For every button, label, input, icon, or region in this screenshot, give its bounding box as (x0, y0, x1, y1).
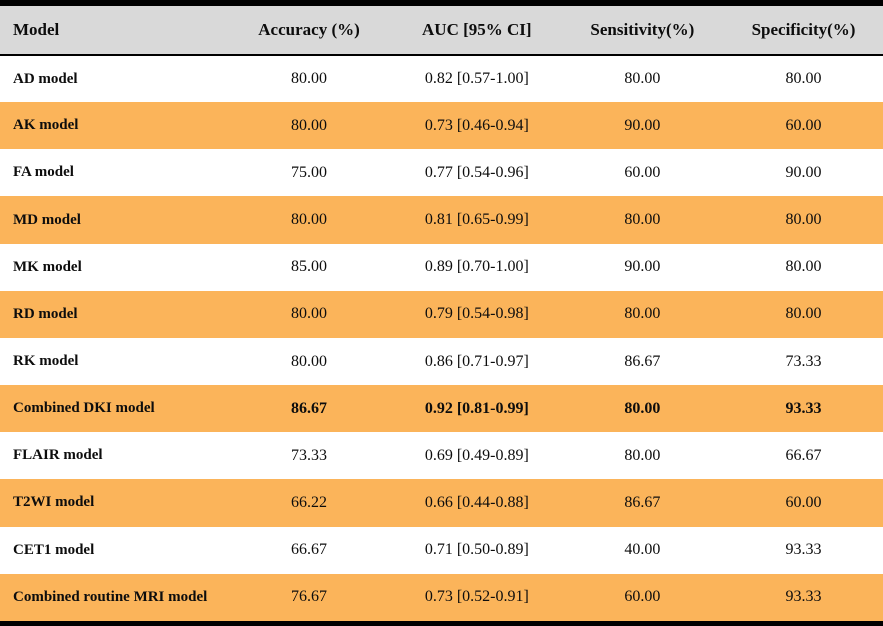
diagnostic-performance-table: Model Accuracy (%) AUC [95% CI] Sensitiv… (0, 6, 883, 621)
accuracy-cell: 80.00 (291, 70, 328, 88)
specificity-cell: 93.33 (785, 399, 822, 417)
sensitivity-cell: 60.00 (624, 163, 661, 181)
auc-cell: 0.77 [0.54-0.96] (424, 163, 529, 181)
auc-cell: 0.82 [0.57-1.00] (424, 70, 529, 88)
model-cell: AD model (13, 70, 78, 87)
auc-cell: 0.89 [0.70-1.00] (424, 258, 529, 276)
column-header-model: Model (13, 20, 60, 39)
accuracy-cell: 75.00 (291, 163, 328, 181)
auc-cell: 0.73 [0.46-0.94] (424, 116, 529, 134)
table-row: MD model 80.00 0.81 [0.65-0.99] 80.00 80… (0, 196, 883, 244)
model-cell: FLAIR model (13, 447, 103, 464)
auc-cell: 0.73 [0.52-0.91] (424, 588, 529, 606)
specificity-cell: 80.00 (785, 305, 822, 323)
auc-cell: 0.66 [0.44-0.88] (424, 493, 529, 511)
specificity-cell: 66.67 (785, 446, 822, 464)
table-row: Combined routine MRI model 76.67 0.73 [0… (0, 573, 883, 621)
accuracy-cell: 80.00 (291, 305, 328, 323)
sensitivity-cell: 40.00 (624, 541, 661, 559)
model-cell: MD model (13, 211, 81, 228)
specificity-cell: 93.33 (785, 588, 822, 606)
sensitivity-cell: 90.00 (624, 258, 661, 276)
model-cell: MK model (13, 258, 82, 275)
specificity-cell: 93.33 (785, 541, 822, 559)
model-cell: CET1 model (13, 541, 95, 558)
model-cell: FA model (13, 164, 74, 181)
table-row: RD model 80.00 0.79 [0.54-0.98] 80.00 80… (0, 290, 883, 338)
header-row: Model Accuracy (%) AUC [95% CI] Sensitiv… (0, 6, 883, 55)
sensitivity-cell: 80.00 (624, 211, 661, 229)
model-cell: AK model (13, 117, 79, 134)
sensitivity-cell: 86.67 (624, 352, 661, 370)
sensitivity-cell: 80.00 (624, 446, 661, 464)
table-row-best-model: Combined DKI model 86.67 0.92 [0.81-0.99… (0, 385, 883, 433)
accuracy-cell: 80.00 (291, 116, 328, 134)
table-row: T2WI model 66.22 0.66 [0.44-0.88] 86.67 … (0, 479, 883, 527)
specificity-cell: 80.00 (785, 70, 822, 88)
table-body: AD model 80.00 0.82 [0.57-1.00] 80.00 80… (0, 55, 883, 621)
auc-cell: 0.81 [0.65-0.99] (424, 211, 529, 229)
accuracy-cell: 86.67 (291, 399, 328, 417)
column-header-specificity: Specificity(%) (751, 20, 856, 39)
table-row: CET1 model 66.67 0.71 [0.50-0.89] 40.00 … (0, 526, 883, 574)
column-header-sensitivity: Sensitivity(%) (590, 20, 695, 39)
accuracy-cell: 80.00 (291, 211, 328, 229)
specificity-cell: 60.00 (785, 493, 822, 511)
model-cell: Combined DKI model (13, 400, 155, 417)
accuracy-cell: 66.67 (291, 541, 328, 559)
accuracy-cell: 73.33 (291, 446, 328, 464)
accuracy-cell: 66.22 (291, 493, 328, 511)
specificity-cell: 60.00 (785, 116, 822, 134)
column-header-accuracy: Accuracy (%) (258, 20, 360, 39)
accuracy-cell: 80.00 (291, 352, 328, 370)
sensitivity-cell: 80.00 (624, 70, 661, 88)
accuracy-cell: 85.00 (291, 258, 328, 276)
model-cell: Combined routine MRI model (13, 588, 208, 605)
table-row: FA model 75.00 0.77 [0.54-0.96] 60.00 90… (0, 149, 883, 197)
model-cell: T2WI model (13, 494, 95, 511)
specificity-cell: 80.00 (785, 258, 822, 276)
table-row: RK model 80.00 0.86 [0.71-0.97] 86.67 73… (0, 337, 883, 386)
model-cell: RD model (13, 305, 78, 322)
auc-cell: 0.69 [0.49-0.89] (424, 446, 529, 464)
sensitivity-cell: 80.00 (624, 399, 661, 417)
specificity-cell: 73.33 (785, 352, 822, 370)
sensitivity-cell: 90.00 (624, 116, 661, 134)
sensitivity-cell: 80.00 (624, 305, 661, 323)
auc-cell: 0.86 [0.71-0.97] (424, 352, 529, 370)
table-row: AK model 80.00 0.73 [0.46-0.94] 90.00 60… (0, 102, 883, 150)
sensitivity-cell: 60.00 (624, 588, 661, 606)
auc-cell: 0.71 [0.50-0.89] (424, 541, 529, 559)
table-row: MK model 85.00 0.89 [0.70-1.00] 90.00 80… (0, 243, 883, 291)
auc-cell: 0.92 [0.81-0.99] (424, 399, 529, 417)
table-row: FLAIR model 73.33 0.69 [0.49-0.89] 80.00… (0, 432, 883, 480)
specificity-cell: 80.00 (785, 211, 822, 229)
accuracy-cell: 76.67 (291, 588, 328, 606)
table-header: Model Accuracy (%) AUC [95% CI] Sensitiv… (0, 6, 883, 55)
column-header-auc: AUC [95% CI] (422, 20, 532, 39)
model-cell: RK model (13, 353, 79, 370)
sensitivity-cell: 86.67 (624, 493, 661, 511)
specificity-cell: 90.00 (785, 163, 822, 181)
auc-cell: 0.79 [0.54-0.98] (424, 305, 529, 323)
table-row: AD model 80.00 0.82 [0.57-1.00] 80.00 80… (0, 55, 883, 103)
